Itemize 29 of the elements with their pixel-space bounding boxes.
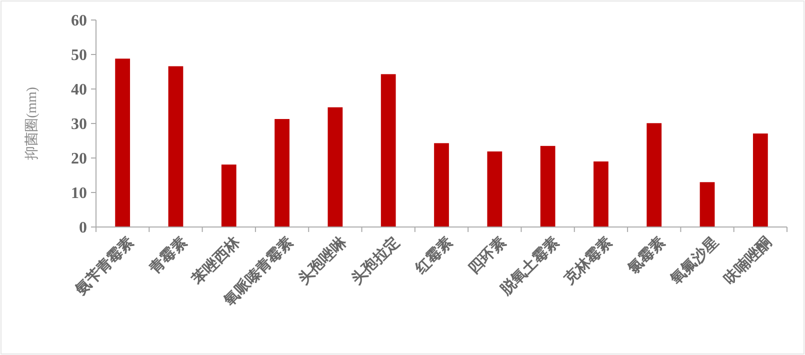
bar <box>752 134 768 227</box>
bar <box>646 123 662 227</box>
bar <box>594 161 608 227</box>
y-tick-label: 50 <box>71 47 87 64</box>
x-tick-label: 头孢唑啉 <box>295 232 350 288</box>
x-tick-label: 头孢拉定 <box>348 232 403 288</box>
bar <box>221 164 236 227</box>
bar <box>328 107 343 227</box>
bar <box>487 151 502 227</box>
y-tick-label: 20 <box>71 150 87 168</box>
x-tick-label: 氯霉素 <box>624 234 669 278</box>
y-tick-label: 60 <box>71 12 87 30</box>
y-axis-title: 抑菌圈(mm) <box>24 86 40 160</box>
x-tick-label: 红霉素 <box>411 234 456 278</box>
y-tick-label: 40 <box>71 82 87 99</box>
bar <box>540 146 556 227</box>
bar <box>274 119 290 227</box>
bar <box>115 58 130 227</box>
y-tick-label: 10 <box>71 185 87 202</box>
bar <box>434 143 449 227</box>
x-tick-label: 氧氟沙星 <box>666 234 722 289</box>
x-tick-label: 克林霉素 <box>560 234 616 289</box>
bar <box>700 182 715 227</box>
bar <box>380 74 396 227</box>
bar <box>168 66 184 227</box>
x-tick-label: 四环素 <box>465 234 510 278</box>
x-tick-label: 呋喃唑酮 <box>720 234 775 288</box>
x-tick-label: 青霉素 <box>146 234 190 278</box>
y-tick-label: 30 <box>71 116 87 134</box>
